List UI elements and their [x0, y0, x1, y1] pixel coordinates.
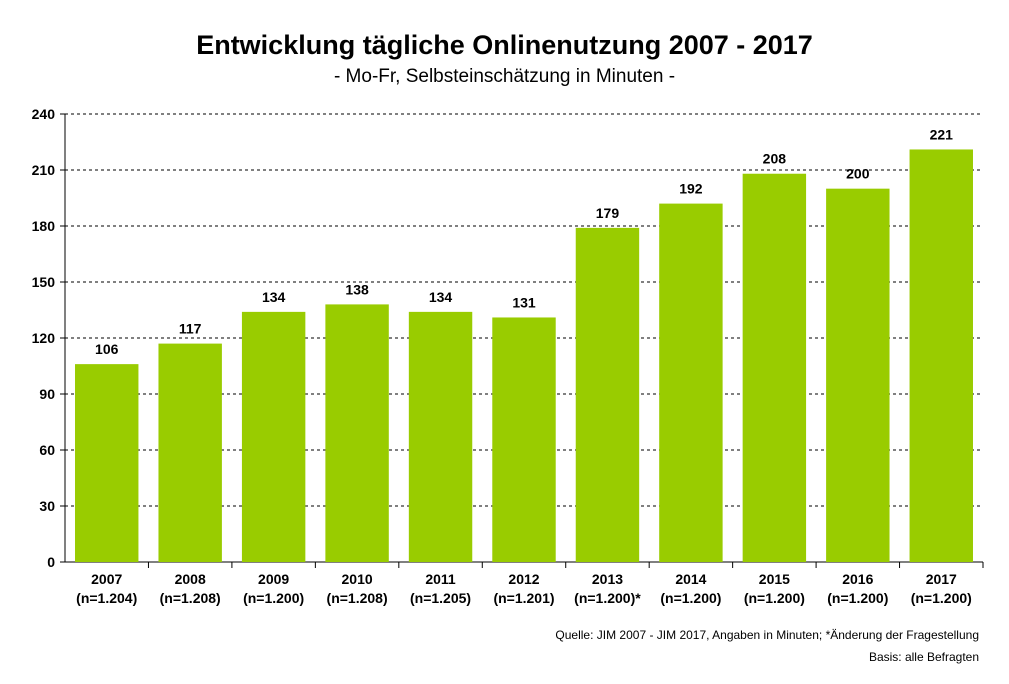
bar-2010 — [325, 304, 389, 562]
value-label: 179 — [596, 205, 620, 221]
bar-2011 — [408, 311, 473, 562]
bar-2009 — [241, 311, 306, 562]
bar-2016 — [826, 188, 890, 562]
bar-2015 — [742, 173, 807, 562]
x-category-label: 2015 — [759, 571, 790, 587]
x-category-label: 2017 — [926, 571, 957, 587]
y-tick-label: 150 — [32, 274, 56, 290]
x-category-note: (n=1.205) — [410, 590, 471, 606]
y-tick-label: 210 — [32, 162, 56, 178]
x-category-note: (n=1.200) — [911, 590, 972, 606]
value-label: 221 — [930, 126, 954, 142]
value-label: 117 — [179, 321, 202, 337]
x-category-label: 2010 — [342, 571, 373, 587]
bar-2017 — [909, 149, 973, 562]
value-label: 192 — [679, 181, 703, 197]
x-category-note: (n=1.200) — [243, 590, 304, 606]
x-category-note: (n=1.208) — [327, 590, 388, 606]
y-tick-label: 240 — [32, 106, 56, 122]
x-category-label: 2016 — [842, 571, 873, 587]
y-tick-label: 90 — [39, 386, 55, 402]
x-category-label: 2011 — [425, 571, 456, 587]
value-label: 138 — [345, 281, 369, 297]
value-label: 106 — [95, 341, 119, 357]
basis-note: Basis: alle Befragten — [868, 650, 979, 664]
value-label: 134 — [262, 289, 286, 305]
bar-2014 — [659, 203, 723, 562]
chart-subtitle: - Mo-Fr, Selbsteinschätzung in Minuten - — [333, 66, 676, 87]
bar-2007 — [75, 364, 139, 562]
x-category-note: (n=1.201) — [493, 590, 554, 606]
y-tick-label: 0 — [47, 554, 55, 570]
x-category-note: (n=1.204) — [76, 590, 137, 606]
x-category-label: 2008 — [175, 571, 206, 587]
y-tick-label: 120 — [32, 330, 56, 346]
x-category-note: (n=1.200) — [827, 590, 888, 606]
x-category-note: (n=1.200)* — [574, 590, 641, 606]
x-category-label: 2014 — [675, 571, 706, 587]
x-category-note: (n=1.208) — [160, 590, 221, 606]
chart-title: Entwicklung tägliche Onlinenutzung 2007 … — [196, 30, 813, 60]
bar-2012 — [492, 317, 556, 562]
value-label: 200 — [846, 166, 870, 182]
x-category-label: 2012 — [508, 571, 539, 587]
x-category-label: 2009 — [258, 571, 289, 587]
bar-2008 — [158, 343, 222, 562]
y-tick-label: 180 — [32, 218, 56, 234]
x-category-label: 2013 — [592, 571, 623, 587]
value-label: 208 — [763, 151, 787, 167]
source-note: Quelle: JIM 2007 - JIM 2017, Angaben in … — [555, 628, 979, 642]
x-category-note: (n=1.200) — [660, 590, 721, 606]
value-label: 131 — [512, 294, 536, 310]
value-label: 134 — [429, 289, 453, 305]
x-category-note: (n=1.200) — [744, 590, 805, 606]
y-tick-label: 60 — [39, 442, 55, 458]
bar-2013 — [575, 227, 640, 562]
x-category-label: 2007 — [91, 571, 122, 587]
y-tick-label: 30 — [39, 498, 55, 514]
